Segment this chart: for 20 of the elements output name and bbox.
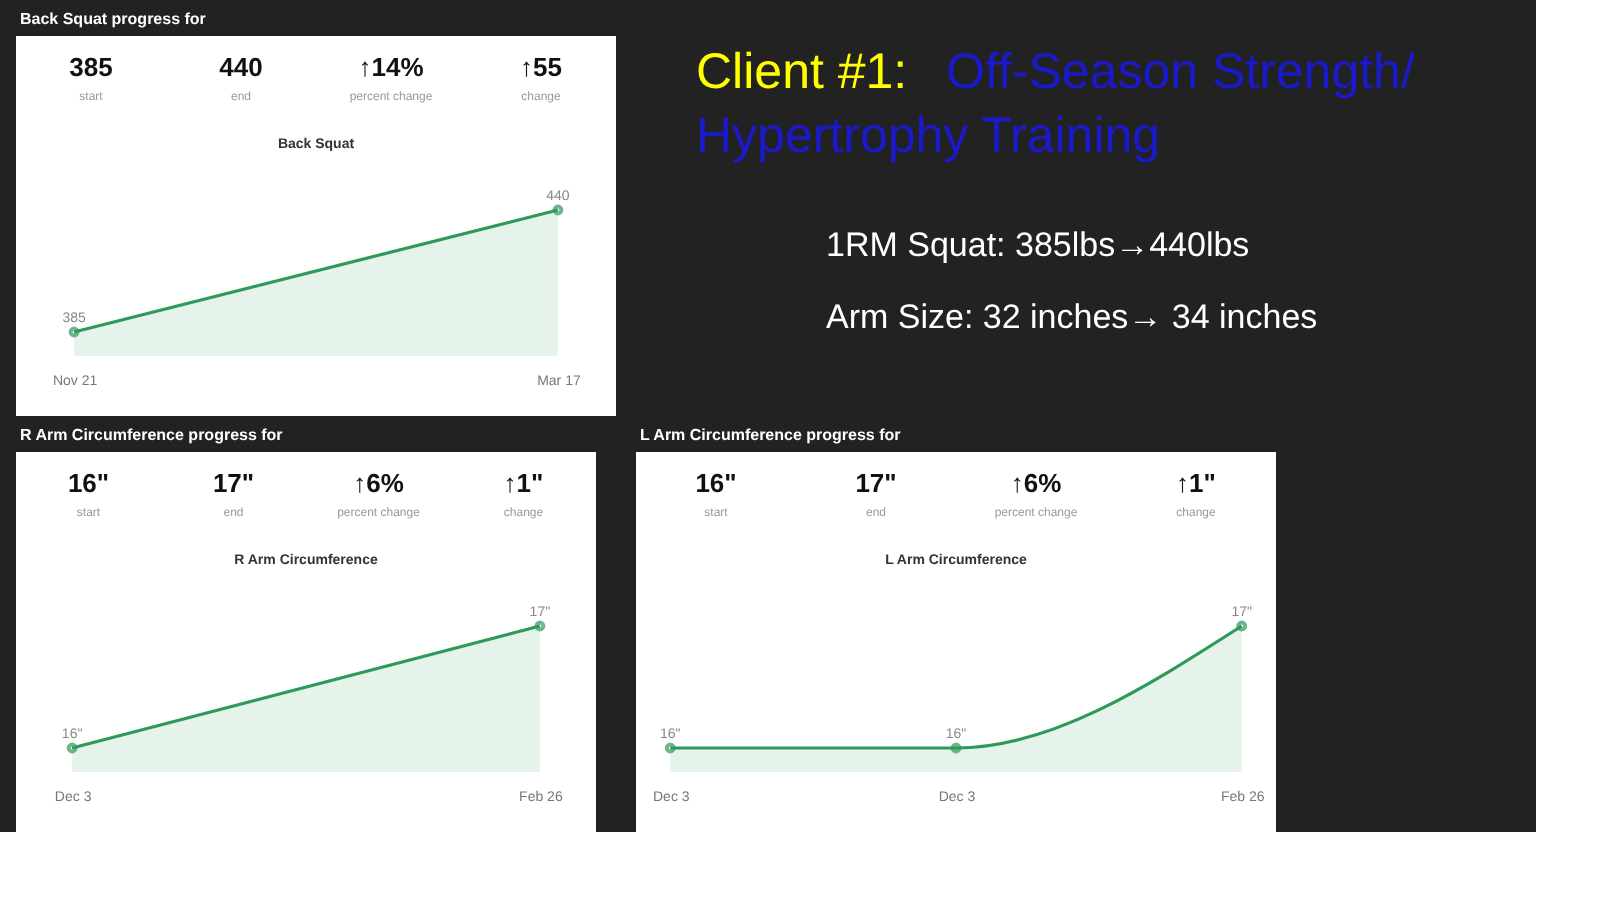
annotation: 17" — [212, 468, 255, 498]
text: Back Squat progress for — [20, 10, 206, 28]
annotation: 16" — [67, 468, 110, 498]
text: Off-Season Strength/ — [946, 44, 1415, 100]
text: 17" — [855, 468, 897, 498]
text: 16" — [695, 468, 737, 498]
text: 385 — [69, 52, 113, 82]
text: ↑6% — [1010, 468, 1063, 498]
annotation: ↑6% — [353, 468, 405, 498]
annotation: R Arm Circumference progress for — [20, 426, 283, 444]
text: L Arm Circumference progress for — [640, 426, 901, 444]
text: ↑14% — [358, 52, 425, 82]
text: Client #1: — [696, 44, 908, 100]
text: 440 — [219, 52, 263, 82]
text: Arm Size: 32 inches→ 34 inches — [826, 298, 1318, 336]
text: ↑55 — [520, 52, 562, 82]
text: Hypertrophy Training — [696, 108, 1161, 164]
text: ↑1" — [1176, 468, 1216, 498]
text: 1RM Squat: 385lbs→440lbs — [826, 226, 1250, 264]
annotation: ↑1" — [503, 468, 544, 498]
